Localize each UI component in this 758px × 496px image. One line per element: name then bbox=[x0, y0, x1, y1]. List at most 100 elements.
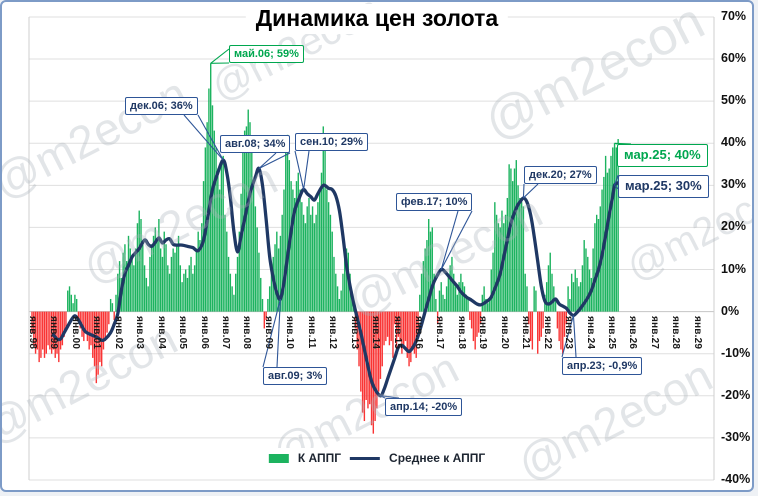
x-tick-label: янв.22 bbox=[541, 315, 553, 349]
leader-line bbox=[522, 183, 525, 198]
leader-line bbox=[303, 150, 310, 190]
x-tick-label: янв.26 bbox=[627, 315, 639, 349]
bar bbox=[274, 244, 276, 312]
callout-line-label: мар.25; 30% bbox=[618, 175, 709, 198]
bar bbox=[42, 311, 44, 350]
bar bbox=[247, 109, 249, 312]
x-tick-label: янв.19 bbox=[477, 315, 489, 349]
leader-line bbox=[258, 152, 291, 169]
bar bbox=[33, 311, 35, 346]
leader-line bbox=[440, 210, 459, 270]
bar bbox=[613, 143, 616, 312]
bar bbox=[379, 311, 382, 379]
bar bbox=[513, 168, 516, 312]
bar bbox=[251, 151, 253, 312]
bar bbox=[562, 311, 564, 354]
bar bbox=[256, 227, 258, 312]
y-tick-label: -40% bbox=[721, 471, 751, 486]
bar bbox=[134, 248, 137, 312]
bar bbox=[168, 273, 171, 312]
bar bbox=[299, 189, 301, 312]
bar bbox=[226, 231, 228, 312]
bar bbox=[270, 269, 273, 312]
bar bbox=[445, 286, 448, 312]
x-tick-label: янв.10 bbox=[284, 315, 296, 349]
bar bbox=[517, 185, 519, 312]
bar bbox=[265, 311, 267, 321]
bar bbox=[61, 311, 64, 346]
bar bbox=[154, 227, 156, 312]
bar bbox=[415, 311, 417, 358]
y-tick-label: 50% bbox=[721, 93, 747, 108]
bar bbox=[34, 311, 37, 354]
x-tick-label: янв.05 bbox=[177, 315, 189, 349]
bar bbox=[488, 298, 491, 312]
bar bbox=[176, 244, 178, 312]
bar bbox=[519, 197, 521, 312]
bar bbox=[458, 282, 460, 312]
x-tick-label: янв.08 bbox=[241, 315, 253, 349]
bar bbox=[470, 311, 473, 329]
bar bbox=[136, 223, 139, 312]
legend-line-label: Среднее к АППГ bbox=[389, 451, 486, 465]
bar bbox=[506, 197, 509, 312]
bar bbox=[192, 273, 194, 312]
bar bbox=[472, 311, 475, 342]
bar bbox=[222, 155, 224, 312]
x-tick-label: янв.12 bbox=[327, 315, 339, 349]
bar bbox=[390, 311, 392, 342]
bar bbox=[65, 311, 67, 329]
x-tick-label: янв.11 bbox=[305, 315, 317, 349]
bar bbox=[310, 214, 312, 312]
bar bbox=[474, 311, 476, 350]
bar bbox=[224, 214, 226, 312]
bar bbox=[304, 223, 307, 312]
bar bbox=[231, 286, 233, 312]
bar bbox=[315, 214, 317, 312]
bar bbox=[285, 147, 287, 312]
y-tick-label: -30% bbox=[721, 429, 751, 444]
leader-line bbox=[614, 174, 619, 186]
bar bbox=[549, 252, 551, 312]
callout-bar-label: мар.25; 40% bbox=[617, 144, 708, 167]
bar bbox=[336, 286, 339, 312]
bar bbox=[574, 269, 576, 312]
bar bbox=[126, 261, 128, 312]
bar bbox=[461, 282, 464, 312]
bar bbox=[392, 311, 394, 358]
x-tick-label: янв.07 bbox=[219, 315, 231, 349]
bar bbox=[606, 172, 609, 312]
bar bbox=[38, 311, 40, 363]
bar bbox=[356, 311, 358, 350]
x-tick-label: янв.04 bbox=[155, 315, 167, 349]
x-tick-label: янв.14 bbox=[370, 315, 382, 349]
leader-line bbox=[440, 210, 473, 270]
bar bbox=[572, 282, 575, 312]
bar bbox=[529, 311, 532, 342]
bar bbox=[612, 147, 614, 312]
callout-line-label: авг.09; 3% bbox=[263, 367, 328, 386]
bar bbox=[531, 311, 534, 350]
bar bbox=[233, 294, 235, 312]
bar bbox=[363, 311, 366, 422]
x-tick-label: янв.02 bbox=[112, 315, 124, 349]
bar bbox=[485, 298, 487, 312]
bar bbox=[486, 303, 489, 312]
x-tick-label: янв.01 bbox=[91, 315, 103, 349]
bar bbox=[109, 298, 112, 312]
bar bbox=[454, 286, 457, 312]
bar bbox=[426, 240, 428, 312]
bar bbox=[476, 311, 478, 337]
bar bbox=[63, 311, 65, 337]
bar bbox=[97, 311, 99, 375]
bar bbox=[238, 231, 240, 312]
bar bbox=[595, 214, 598, 312]
bar bbox=[424, 248, 426, 312]
bar bbox=[467, 298, 469, 312]
bar bbox=[174, 252, 176, 312]
y-tick-label: 30% bbox=[721, 177, 747, 192]
bar bbox=[522, 206, 525, 312]
bar bbox=[59, 311, 62, 350]
